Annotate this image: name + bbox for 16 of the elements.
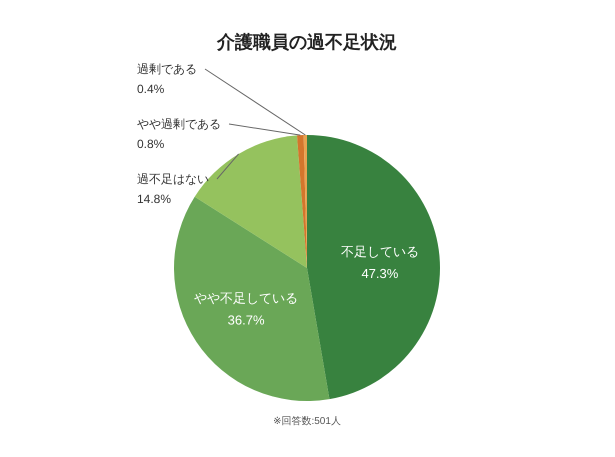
- slice-label: 過不足はない: [137, 172, 209, 186]
- data-label: 47.3%: [361, 266, 399, 281]
- text: ※回答数:501人: [273, 415, 341, 427]
- slice-label: 不足している: [340, 244, 419, 259]
- chart-title: 介護職員の過不足状況: [216, 32, 397, 52]
- pie-slice: [307, 135, 440, 400]
- data-label: 0.8%: [137, 137, 165, 151]
- pie-slice: [174, 196, 330, 401]
- data-label: 0.4%: [137, 82, 165, 96]
- slice-label: やや不足している: [194, 290, 298, 306]
- pie-slice: [296, 135, 307, 268]
- data-label: 36.7%: [228, 312, 265, 328]
- pie-slice: [194, 135, 307, 268]
- data-label: 14.8%: [137, 192, 172, 206]
- slice-label: 過剰である: [137, 62, 197, 76]
- slice-label: やや過剰である: [137, 117, 221, 131]
